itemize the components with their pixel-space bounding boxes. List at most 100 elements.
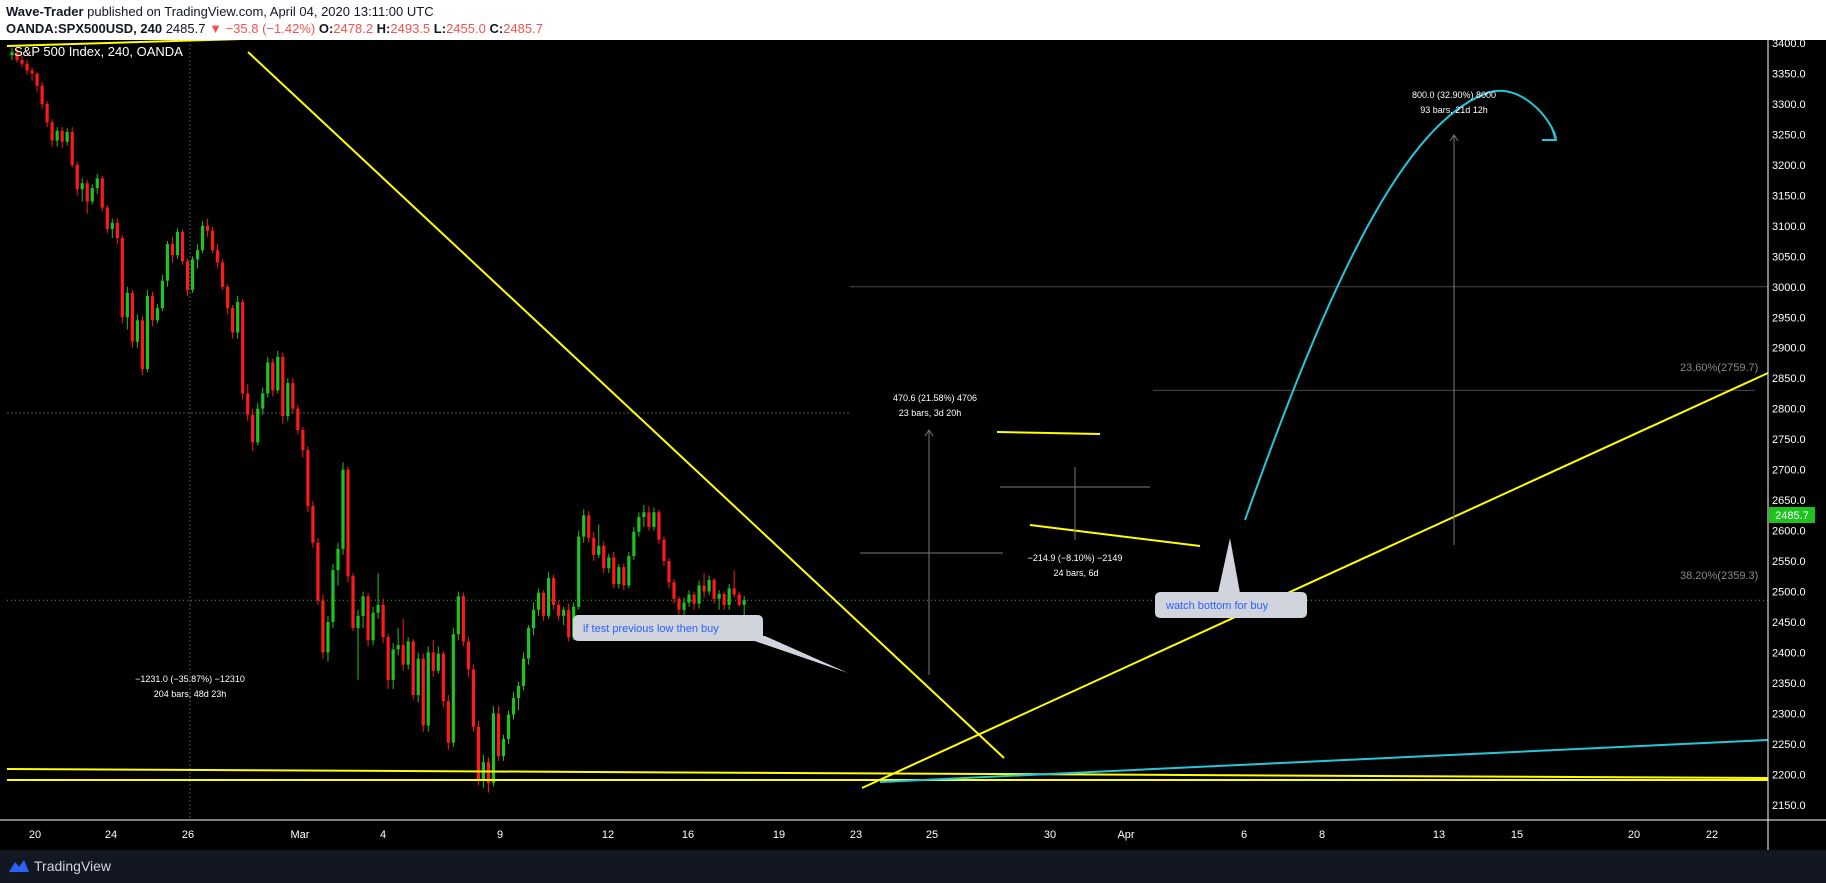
- chart-area[interactable]: 2150.0 2200.0 2250.0 2300.0 2350.0 2400.0 2450…: [0, 37, 1826, 850]
- candle: [431, 640, 435, 677]
- candle-body: [742, 600, 746, 605]
- candle: [20, 55, 24, 68]
- candle: [120, 235, 124, 324]
- candle: [306, 446, 310, 513]
- candle: [296, 405, 300, 435]
- candle-body: [246, 393, 250, 415]
- footer-brand[interactable]: TradingView: [34, 858, 112, 874]
- candle-body: [461, 596, 465, 642]
- candle-body: [371, 612, 375, 641]
- candle-body: [286, 383, 290, 416]
- candle: [271, 358, 275, 397]
- candle: [511, 692, 516, 720]
- candle: [582, 509, 586, 543]
- measure-big-down-line1: −1231.0 (−35.87%) −12310: [135, 674, 245, 684]
- candle-body: [90, 188, 94, 202]
- low-label: L:: [433, 21, 447, 36]
- candle: [195, 244, 200, 269]
- candle-body: [346, 469, 350, 577]
- candle: [70, 127, 74, 168]
- candle-body: [185, 261, 190, 290]
- candle: [256, 402, 260, 446]
- time-tick-label: 23: [850, 829, 862, 841]
- candle: [622, 563, 626, 591]
- time-tick-label: 25: [926, 829, 938, 841]
- candle: [476, 720, 480, 786]
- candle: [386, 634, 390, 689]
- candle: [361, 591, 365, 629]
- callout-right[interactable]: watch bottom for buy: [1155, 538, 1307, 618]
- candle-body: [667, 561, 671, 583]
- candle-body: [140, 320, 144, 370]
- price-tick-label: 2900.0: [1772, 343, 1806, 355]
- candle: [175, 228, 180, 259]
- candle: [251, 408, 255, 452]
- candle-body: [552, 578, 556, 605]
- candle: [95, 174, 99, 195]
- candle: [687, 590, 691, 607]
- chart-title: S&P 500 Index, 240, OANDA: [14, 44, 183, 59]
- price-tick-label: 3400.0: [1772, 40, 1806, 50]
- candle: [140, 316, 144, 376]
- callout-left[interactable]: if test previous low then buy: [573, 615, 848, 673]
- resistance-short: [996, 431, 1101, 435]
- candle: [632, 526, 636, 560]
- symbol-label[interactable]: OANDA:SPX500USD, 240: [6, 21, 163, 36]
- candle: [597, 524, 601, 558]
- support-short: [1029, 524, 1201, 547]
- candle: [692, 591, 696, 610]
- candle-body: [50, 122, 54, 141]
- candle-body: [496, 713, 501, 757]
- candle: [276, 350, 280, 394]
- candle: [236, 295, 240, 339]
- candle: [587, 511, 591, 543]
- candle: [105, 205, 109, 234]
- candle-body: [180, 231, 185, 262]
- candle: [702, 573, 706, 598]
- candle-body: [15, 52, 19, 61]
- candle-body: [105, 207, 109, 229]
- candle: [662, 536, 666, 566]
- candle: [466, 637, 470, 677]
- candle-body: [261, 393, 265, 409]
- candle: [241, 298, 245, 400]
- candle: [15, 49, 19, 63]
- candle: [261, 387, 265, 415]
- candle-body: [456, 596, 460, 635]
- candle-body: [421, 658, 425, 726]
- tradingview-logo-icon[interactable]: [8, 858, 30, 874]
- candle: [441, 651, 445, 708]
- publish-info: Wave-Trader published on TradingView.com…: [6, 4, 434, 19]
- candle: [110, 218, 114, 239]
- projection-arrowhead: [1542, 127, 1558, 141]
- candle-body: [446, 701, 450, 743]
- candle: [115, 218, 119, 245]
- author-name[interactable]: Wave-Trader: [6, 4, 84, 19]
- candle-body: [657, 512, 661, 540]
- price-tick-label: 2350.0: [1772, 678, 1806, 690]
- candle-body: [195, 250, 200, 260]
- candle: [45, 100, 49, 128]
- candle: [366, 592, 370, 647]
- candle-body: [466, 641, 470, 670]
- candle-body: [190, 259, 195, 290]
- candle-body: [642, 512, 646, 518]
- candle-body: [426, 652, 430, 726]
- callout-right-text: watch bottom for buy: [1165, 600, 1269, 612]
- candle-body: [577, 536, 581, 607]
- candle-body: [531, 609, 536, 629]
- candle-body: [431, 652, 435, 671]
- price-tick-label: 3200.0: [1772, 160, 1806, 172]
- candle: [226, 284, 230, 315]
- measure-target-line1: 800.0 (32.90%) 8000: [1412, 90, 1496, 100]
- candle: [712, 578, 716, 604]
- candle-body: [70, 132, 74, 165]
- candle: [471, 664, 475, 732]
- candle-body: [175, 231, 180, 256]
- candle-body: [737, 594, 741, 605]
- candle: [246, 384, 250, 421]
- candle: [717, 590, 721, 610]
- price-tick-label: 3100.0: [1772, 221, 1806, 233]
- candle: [60, 127, 64, 148]
- price-chart[interactable]: 2150.0 2200.0 2250.0 2300.0 2350.0 2400.0 2450…: [0, 37, 1826, 850]
